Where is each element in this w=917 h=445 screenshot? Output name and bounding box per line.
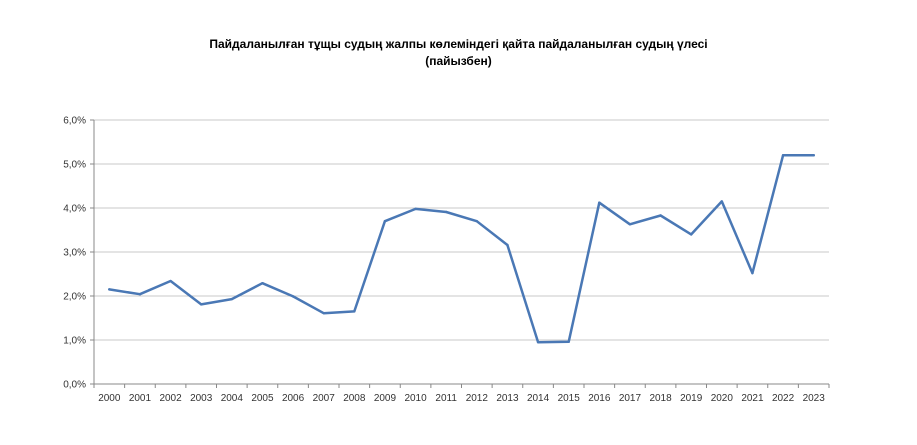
x-tick-label: 2003: [190, 393, 213, 404]
data-point: [598, 201, 601, 204]
data-point: [108, 288, 111, 291]
x-tick-label: 2008: [343, 393, 366, 404]
x-tick-label: 2017: [619, 393, 642, 404]
x-tick-label: 2009: [374, 393, 397, 404]
data-point: [199, 303, 203, 306]
series-line: [108, 153, 815, 344]
chart-title: Пайдаланылған тұщы судың жалпы көлемінде…: [0, 36, 917, 70]
data-point: [689, 233, 693, 236]
x-tick-label: 2014: [527, 393, 550, 404]
x-tick-label: 2002: [159, 393, 182, 404]
x-tick-label: 2020: [711, 393, 734, 404]
chart-title-line-2: (пайызбен): [425, 54, 492, 68]
data-point: [383, 220, 387, 223]
y-tick-label: 4,0%: [63, 204, 86, 215]
x-tick-label: 2013: [496, 393, 519, 404]
data-point: [659, 214, 662, 217]
data-point: [628, 223, 632, 226]
x-tick-label: 2005: [251, 393, 274, 404]
data-point: [781, 154, 785, 157]
data-point: [322, 311, 325, 315]
data-point: [720, 200, 724, 203]
y-tick-label: 0,0%: [63, 380, 86, 391]
data-point: [230, 297, 234, 301]
data-point: [475, 220, 479, 223]
x-tick-label: 2019: [680, 393, 703, 404]
x-tick-label: 2021: [741, 393, 764, 404]
x-tick-label: 2011: [435, 393, 457, 404]
x-tick-label: 2000: [98, 393, 121, 404]
data-point: [291, 295, 295, 298]
x-tick-label: 2016: [588, 393, 611, 404]
y-tick-label: 5,0%: [63, 160, 86, 171]
x-tick-label: 2001: [129, 393, 152, 404]
data-point: [414, 207, 417, 211]
data-point: [751, 271, 754, 275]
chart-title-line-1: Пайдаланылған тұщы судың жалпы көлемінде…: [209, 37, 708, 51]
x-tick-label: 2004: [221, 393, 244, 404]
grid-lines: [94, 119, 829, 341]
y-tick-label: 1,0%: [63, 336, 86, 347]
data-point: [169, 279, 172, 283]
data-point: [567, 340, 570, 343]
data-point: [812, 154, 815, 157]
y-axis-tick-labels: 0,0% 1,0% 2,0% 3,0% 4,0% 5,0% 6,0%: [63, 116, 86, 391]
data-point: [138, 293, 142, 296]
x-tick-label: 2012: [466, 393, 489, 404]
data-point: [444, 210, 448, 214]
x-tick-label: 2018: [649, 393, 672, 404]
y-tick-label: 6,0%: [63, 116, 86, 127]
data-point: [261, 282, 264, 285]
y-tick-label: 3,0%: [63, 248, 86, 259]
x-tick-label: 2015: [558, 393, 581, 404]
x-tick-label: 2007: [313, 393, 336, 404]
x-tick-label: 2006: [282, 393, 305, 404]
y-tick-label: 2,0%: [63, 292, 86, 303]
data-point: [536, 341, 540, 344]
data-point: [506, 243, 509, 247]
axes: [90, 119, 830, 388]
x-tick-label: 2023: [803, 393, 826, 404]
x-tick-label: 2010: [404, 393, 427, 404]
x-axis-tick-labels: 2000 2001 2002 2003 2004 2005 2006 2007 2008 2009…: [98, 393, 825, 404]
x-tick-label: 2022: [772, 393, 795, 404]
series-group: [108, 153, 815, 344]
data-point: [353, 310, 356, 313]
